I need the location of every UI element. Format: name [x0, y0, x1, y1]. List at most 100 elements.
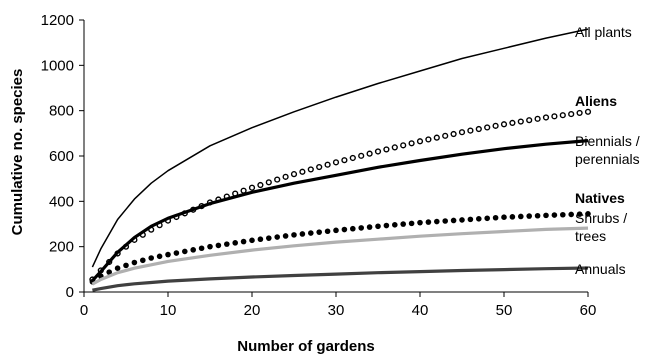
data-point: [182, 248, 188, 255]
series-labels: All plants Aliens Biennials / perennials Nat…: [575, 24, 640, 277]
data-point: [274, 176, 281, 183]
data-point: [324, 161, 331, 168]
data-point: [467, 216, 474, 223]
data-point: [518, 213, 524, 220]
data-point: [408, 140, 415, 147]
data-point: [299, 168, 306, 175]
data-point: [341, 157, 348, 164]
series-aliens: [89, 108, 592, 283]
x-tick-label: 50: [496, 302, 513, 319]
data-point: [308, 230, 314, 236]
data-point: [198, 245, 205, 252]
data-point: [585, 211, 591, 217]
data-point: [350, 225, 356, 232]
y-tick-label: 600: [49, 148, 74, 165]
data-point: [543, 212, 549, 219]
data-point: [434, 218, 440, 225]
data-point: [526, 117, 533, 124]
x-tick-label: 0: [80, 302, 88, 319]
data-point: [458, 129, 466, 136]
series-shrubs-trees: [91, 226, 589, 286]
data-point: [400, 142, 407, 149]
data-point: [476, 216, 482, 222]
data-point: [332, 159, 340, 166]
series-annuals: [92, 266, 589, 292]
data-point: [375, 223, 381, 230]
series-line: [91, 226, 589, 286]
data-point: [257, 181, 264, 189]
series-label-natives: Natives: [575, 190, 625, 206]
data-point: [383, 222, 390, 229]
data-point: [559, 112, 566, 119]
data-point: [282, 173, 289, 180]
data-point: [240, 187, 247, 194]
data-point: [349, 154, 356, 162]
series-biennials-perennials: [91, 139, 589, 282]
data-point: [274, 234, 281, 240]
data-point: [475, 125, 482, 133]
data-point: [131, 259, 138, 266]
data-point: [433, 134, 440, 141]
data-point: [568, 110, 575, 118]
y-axis-title: Cumulative no. species: [9, 69, 26, 236]
data-point: [576, 211, 583, 217]
data-point: [232, 240, 238, 246]
data-point: [501, 214, 507, 220]
series-line: [92, 266, 589, 292]
y-tick-label: 0: [66, 284, 74, 301]
data-point: [425, 219, 432, 225]
data-point: [492, 214, 499, 221]
y-tick-label: 200: [49, 239, 74, 256]
data-point: [265, 179, 272, 186]
data-point: [215, 242, 222, 249]
data-point: [106, 269, 112, 275]
x-tick-label: 60: [580, 302, 597, 319]
data-point: [534, 115, 541, 122]
y-tick-label: 800: [49, 103, 74, 120]
data-point: [291, 232, 297, 238]
data-point: [400, 221, 407, 227]
data-point: [584, 108, 592, 115]
series-line: [91, 139, 589, 282]
data-point: [366, 150, 373, 157]
series-label-shrubs-trees: trees: [575, 228, 606, 244]
series-all-plants: [91, 28, 589, 268]
data-point: [307, 166, 314, 173]
data-point: [517, 118, 524, 125]
series-label-shrubs-trees: Shrubs /: [575, 210, 627, 226]
data-point: [358, 225, 365, 231]
data-point: [560, 211, 566, 218]
data-point: [391, 144, 398, 151]
data-point: [207, 243, 213, 250]
data-point: [551, 113, 558, 120]
data-point: [249, 237, 255, 244]
data-point: [459, 217, 465, 223]
data-point: [383, 146, 390, 153]
data-point: [299, 231, 306, 237]
data-point: [416, 138, 424, 145]
x-tick-label: 10: [160, 302, 177, 319]
data-point: [290, 171, 298, 178]
series-line: [91, 28, 589, 268]
data-point: [316, 163, 323, 171]
data-point: [425, 136, 432, 143]
data-point: [333, 227, 339, 234]
x-tick-label: 30: [328, 302, 345, 319]
series-label-biennials-perennials: Biennials /: [575, 133, 640, 149]
data-point: [173, 250, 180, 256]
x-axis-title: Number of gardens: [237, 338, 375, 355]
data-point: [576, 109, 583, 117]
x-tick-label: 20: [244, 302, 261, 319]
data-point: [140, 257, 146, 264]
data-point: [534, 212, 541, 219]
data-point: [484, 124, 491, 131]
data-point: [500, 121, 508, 128]
data-point: [257, 236, 264, 243]
data-point: [148, 255, 154, 261]
data-point: [341, 226, 348, 233]
x-tick-label: 40: [412, 302, 429, 319]
data-point: [484, 215, 491, 222]
data-point: [114, 265, 121, 272]
data-point: [526, 213, 532, 219]
data-point: [568, 211, 574, 218]
